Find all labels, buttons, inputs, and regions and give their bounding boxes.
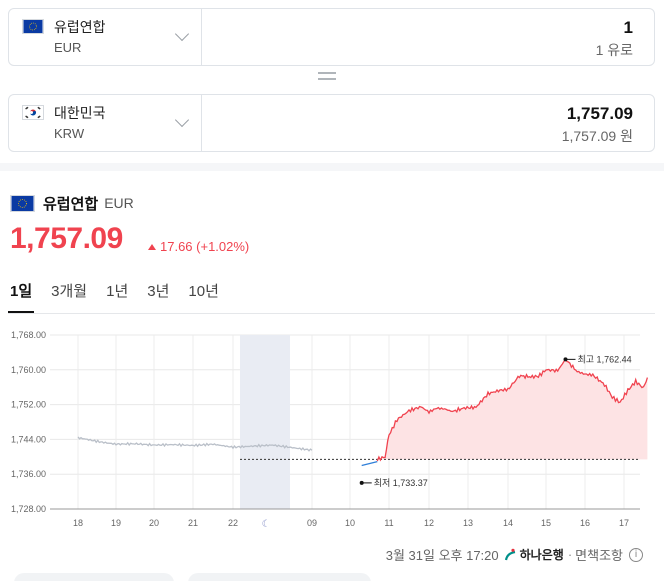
from-amount-input[interactable]: 1 1 유로	[202, 9, 654, 65]
x-tick-label: 14	[503, 518, 513, 528]
x-tick-label: 09	[307, 518, 317, 528]
y-tick-label: 1,744.00	[11, 434, 46, 444]
bank-name: 하나은행	[519, 548, 564, 562]
y-tick-label: 1,760.00	[11, 365, 46, 375]
from-currency-select[interactable]: 유럽연합 EUR	[9, 9, 202, 65]
rate-change-value: 17.66 (+1.02%)	[160, 239, 250, 254]
hana-bank-logo-icon	[504, 548, 515, 561]
tab-1y[interactable]: 1년	[106, 283, 129, 300]
to-currency-select[interactable]: 대한민국 KRW	[9, 95, 202, 151]
low-label: 최저 1,733.37	[374, 478, 428, 488]
separator: ·	[567, 547, 573, 562]
x-tick-label: 18	[73, 518, 83, 528]
to-currency-code: KRW	[54, 126, 85, 141]
tab-1d[interactable]: 1일	[7, 280, 35, 314]
x-tick-label: 13	[463, 518, 473, 528]
x-tick-label: 17	[619, 518, 629, 528]
rate-change: 17.66 (+1.02%)	[148, 239, 249, 254]
to-amount-input[interactable]: 1,757.09 1,757.09 원	[202, 95, 654, 151]
source-footer: 3월 31일 오후 17:20 하나은행 · 면책조항 i	[386, 545, 643, 564]
y-tick-label: 1,736.00	[11, 469, 46, 479]
series-today-line	[376, 358, 649, 462]
chevron-down-icon	[174, 26, 190, 42]
info-icon[interactable]: i	[629, 547, 643, 562]
to-currency-row: 대한민국 KRW 1,757.09 1,757.09 원	[8, 94, 655, 152]
tabs-underline	[8, 313, 655, 314]
from-amount-value: 1	[623, 18, 633, 37]
to-amount-caption: 1,757.09 원	[561, 128, 633, 144]
from-currency-name: 유럽연합	[54, 19, 106, 35]
tab-3m[interactable]: 3개월	[51, 283, 88, 300]
high-label: 최고 1,762.44	[578, 354, 632, 364]
to-amount-value: 1,757.09	[566, 104, 633, 123]
to-currency-name: 대한민국	[54, 105, 106, 121]
bottom-chip[interactable]	[188, 573, 371, 581]
x-tick-label: 11	[384, 518, 393, 528]
tab-10y[interactable]: 10년	[188, 283, 219, 300]
x-tick-label: 21	[188, 518, 198, 528]
series-premarket-line	[361, 460, 378, 467]
korea-flag-icon	[22, 105, 44, 120]
x-tick-label: 20	[149, 518, 159, 528]
section-divider	[0, 163, 664, 171]
x-tick-label: 10	[345, 518, 355, 528]
closed-market-band	[240, 335, 290, 509]
series-history-line	[77, 436, 313, 452]
y-tick-label: 1,752.00	[11, 400, 46, 410]
x-tick-label: 15	[541, 518, 551, 528]
x-tick-label: 16	[580, 518, 590, 528]
today-area-fill	[377, 359, 648, 461]
disclaimer-link[interactable]: 면책조항	[575, 548, 623, 563]
eu-flag-icon	[10, 194, 35, 212]
from-currency-row: 유럽연합 EUR 1 1 유로	[8, 8, 655, 66]
current-rate: 1,757.09	[10, 222, 123, 255]
quote-currency-code: EUR	[104, 195, 134, 211]
equals-icon	[318, 72, 336, 82]
y-tick-label: 1,728.00	[11, 504, 46, 514]
bottom-chip[interactable]	[14, 573, 174, 581]
quote-header: 유럽연합 EUR	[10, 193, 134, 213]
tab-3y[interactable]: 3년	[147, 283, 170, 300]
quote-currency-name: 유럽연합	[43, 195, 99, 213]
up-arrow-icon	[148, 243, 156, 250]
y-tick-label: 1,768.00	[11, 330, 46, 340]
x-tick-label: 19	[111, 518, 121, 528]
from-currency-code: EUR	[54, 40, 82, 55]
eu-flag-icon	[22, 19, 44, 34]
rate-chart[interactable]: ☾ 1,768.00 1,760.00 1,752.00 1,744.00 1,736.…	[0, 320, 664, 535]
moon-icon: ☾	[262, 519, 271, 530]
period-tabs: 1일 3개월 1년 3년 10년	[7, 280, 238, 314]
chevron-down-icon	[174, 112, 190, 128]
x-tick-label: 12	[424, 518, 434, 528]
x-tick-label: 22	[228, 518, 238, 528]
from-amount-caption: 1 유로	[595, 42, 633, 58]
update-timestamp: 3월 31일 오후 17:20	[385, 548, 499, 563]
